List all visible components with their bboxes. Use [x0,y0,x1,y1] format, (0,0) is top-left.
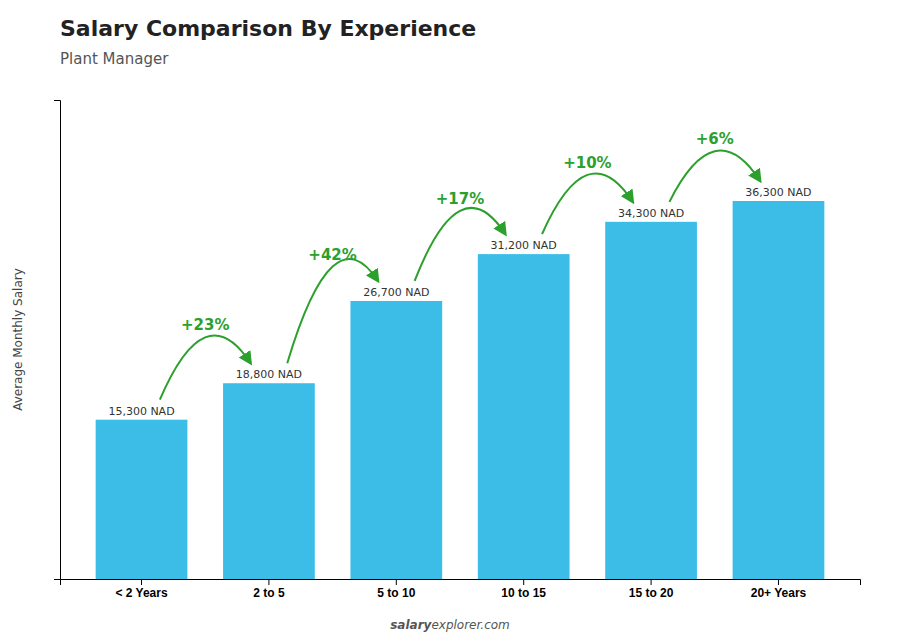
x-tick-mark [141,579,142,585]
x-tick-label: 5 to 10 [377,586,415,600]
subtitle: Plant Manager [60,50,169,68]
bars [96,201,825,579]
x-tick: 5 to 10 [377,579,415,600]
change-label: +6% [696,130,734,148]
bar [478,254,570,579]
x-tick-mark [778,579,779,585]
source-part: explorer.com [431,618,509,632]
data-labels: 15,300 NAD 18,800 NAD 26,700 NAD 31,200 NAD… [108,186,811,418]
x-tick: < 2 Years [115,579,167,600]
x-tick-mark [523,579,524,585]
data-label: 26,700 NAD [363,286,429,299]
change-label: +42% [308,246,356,264]
x-tick-label: 20+ Years [751,586,807,600]
title: Salary Comparison By Experience [60,16,476,41]
change-label: +17% [436,190,484,208]
change-arc [160,335,251,399]
bar [96,420,188,579]
change-arc [415,208,506,281]
y-axis [54,101,61,580]
plot-area: < 2 Years 2 to 5 5 to 10 10 to 15 15 to 20 20… [54,101,861,600]
bar [223,383,315,579]
x-tick-mark [268,579,269,585]
data-label: 18,800 NAD [236,368,302,381]
annotations: +23% +42% +17% +10% +6% [160,130,760,399]
x-tick-label: 10 to 15 [501,586,546,600]
x-tick: 2 to 5 [253,579,285,600]
data-label: 36,300 NAD [745,186,811,199]
change-arc [287,259,378,363]
chart: Salary Comparison By Experience Plant Man… [0,0,900,641]
bar [605,222,697,579]
x-tick-label: < 2 Years [115,586,167,600]
x-tick: 15 to 20 [629,579,674,600]
y-axis-line [54,101,61,580]
x-tick: 20+ Years [751,579,807,600]
bar [350,301,442,579]
source-part: salary [390,618,432,632]
x-axis: < 2 Years 2 to 5 5 to 10 10 to 15 15 to 20 20… [61,579,861,600]
x-tick: 10 to 15 [501,579,546,600]
change-arc [669,151,760,202]
data-label: 15,300 NAD [108,405,174,418]
change-label: +23% [181,316,229,334]
change-arc [542,173,633,234]
x-tick-mark [651,579,652,585]
x-tick-label: 2 to 5 [253,586,285,600]
data-label: 34,300 NAD [618,207,684,220]
x-tick-mark [396,579,397,585]
x-tick-label: 15 to 20 [629,586,674,600]
data-label: 31,200 NAD [491,239,557,252]
x-axis-line [61,580,861,586]
source: salaryexplorer.com [390,618,510,632]
y-axis-title: Average Monthly Salary [11,268,25,411]
change-label: +10% [563,154,611,172]
bar [733,201,825,579]
